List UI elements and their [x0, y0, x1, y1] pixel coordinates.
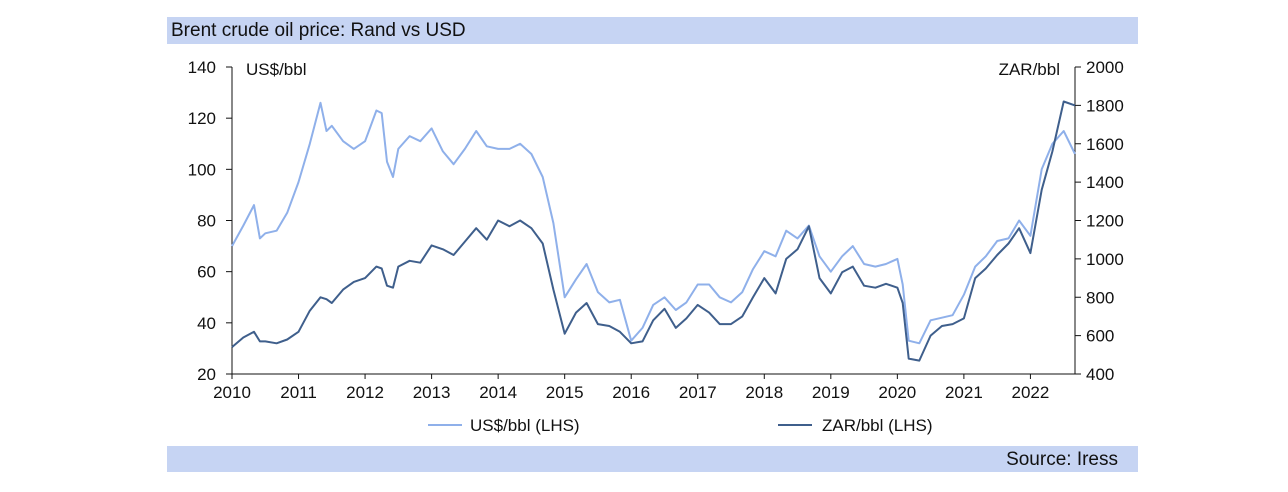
- left-axis-tick-label: 140: [188, 58, 216, 77]
- x-axis-tick-label: 2014: [479, 383, 517, 402]
- right-axis-tick-label: 1600: [1086, 135, 1124, 154]
- x-axis-tick-label: 2012: [346, 383, 384, 402]
- right-axis-tick-label: 400: [1086, 365, 1114, 384]
- right-axis-tick-label: 2000: [1086, 58, 1124, 77]
- x-axis-tick-label: 2020: [878, 383, 916, 402]
- chart-title: Brent crude oil price: Rand vs USD: [171, 20, 466, 41]
- right-axis-tick-label: 600: [1086, 327, 1114, 346]
- left-axis-unit-label: US$/bbl: [246, 60, 306, 79]
- x-axis-tick-label: 2011: [280, 383, 317, 402]
- right-axis-unit-label: ZAR/bbl: [999, 60, 1060, 79]
- right-axis-tick-label: 800: [1086, 288, 1114, 307]
- chart-title-bar: Brent crude oil price: Rand vs USD: [167, 17, 1138, 44]
- left-axis-tick-label: 120: [188, 109, 216, 128]
- left-axis-tick-label: 80: [197, 212, 216, 231]
- right-axis-tick-label: 1800: [1086, 96, 1124, 115]
- x-axis-tick-label: 2013: [413, 383, 451, 402]
- zar-series-line: [231, 100, 1076, 362]
- left-axis-tick-label: 60: [197, 263, 216, 282]
- left-axis-tick-label: 40: [197, 314, 216, 333]
- x-axis-tick-label: 2017: [679, 383, 717, 402]
- left-axis-tick-label: 100: [188, 160, 216, 179]
- source-bar: Source: Iress: [167, 446, 1138, 472]
- x-axis-tick-label: 2016: [612, 383, 650, 402]
- source-label: Source: Iress: [1006, 449, 1118, 470]
- legend-label-zar: ZAR/bbl (LHS): [822, 416, 933, 435]
- x-axis-tick-label: 2021: [945, 383, 983, 402]
- x-axis-tick-label: 2010: [213, 383, 251, 402]
- x-axis-tick-label: 2015: [546, 383, 584, 402]
- legend-label-usd: US$/bbl (LHS): [470, 416, 580, 435]
- right-axis-tick-label: 1200: [1086, 212, 1124, 231]
- right-axis-tick-label: 1400: [1086, 173, 1124, 192]
- usd-series-line: [231, 101, 1076, 345]
- x-axis-tick-label: 2019: [812, 383, 850, 402]
- left-axis-tick-label: 20: [197, 365, 216, 384]
- x-axis-tick-label: 2022: [1012, 383, 1050, 402]
- right-axis-tick-label: 1000: [1086, 250, 1124, 269]
- x-axis-tick-label: 2018: [745, 383, 783, 402]
